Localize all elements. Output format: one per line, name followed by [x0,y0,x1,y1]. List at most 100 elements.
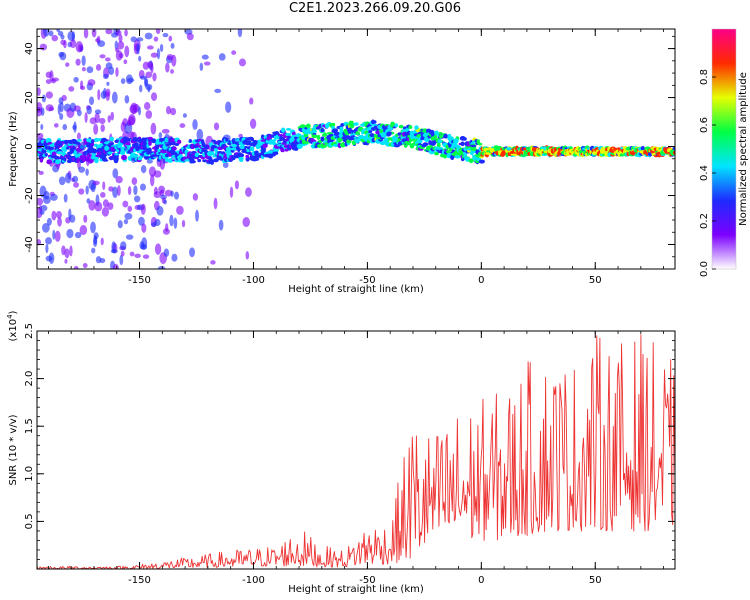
spectrogram-cell-1002 [249,146,255,152]
spectrogram-cell-876 [211,139,216,143]
spectrogram-cell-615 [147,136,154,141]
spectrogram-cell-113 [55,211,62,219]
spectrogram-cell-1153 [299,124,306,129]
spectrogram-frame [36,28,676,270]
spectrogram-cell-329 [94,137,100,142]
spectrogram-cell-1555 [437,139,443,144]
spectrogram-cell-220 [76,132,81,141]
spectrogram-cell-1969 [578,149,583,154]
spectrogram-cell-101 [54,230,61,242]
spectrogram-cell-265 [85,185,89,195]
snr-frame [36,330,676,570]
spectrogram-cell-1461 [405,140,412,146]
spectrogram-cell-1295 [349,123,355,129]
snr-plot-area [37,331,675,569]
spectrogram-cell-442 [118,52,124,59]
spectrogram-cell-294 [88,159,93,163]
snr-panel: -150 -100 -50 0 50 0.5 1.0 1.5 2.0 2.5 Height of … [6,310,676,595]
spectrogram-cell-509 [128,116,136,126]
spectrogram-cell-69 [48,30,54,37]
spectrogram-cell-174 [66,146,70,150]
spectrogram-cell-420 [112,168,119,179]
spectrogram-cell-662 [158,132,163,139]
spectrogram-cell-617 [149,174,155,187]
spectrogram-cell-121 [59,113,64,120]
spectrogram-cell-630 [151,92,158,101]
spectrogram-cell-946 [230,147,238,151]
spectrogram-cell-228 [75,141,81,146]
spectrogram-cell-884 [214,88,222,93]
spectrogram-blobs [37,29,675,269]
spectrogram-cell-155 [64,258,68,264]
spectrogram-cell-576 [141,223,147,233]
spectrogram-cell-716 [170,69,174,74]
spectrogram-xtick-label-2: -50 [359,275,375,286]
spectrogram-cell-828 [199,62,204,71]
spectrogram-cell-1650 [469,151,474,155]
spectrogram-cell-92 [51,210,57,221]
spectrogram-cell-452 [120,250,125,257]
spectrogram-cell-275 [86,105,92,115]
spectrogram-cell-1099 [281,127,286,133]
spectrogram-cell-367 [101,207,110,217]
spectrogram-cell-682 [161,128,170,134]
spectrogram-cell-152 [63,149,67,152]
spectrogram-cell-233 [78,166,86,173]
colorbar-tick-label-1: 0.2 [699,213,710,229]
spectrogram-cell-1571 [443,133,448,139]
spectrogram-cell-816 [195,143,200,147]
spectrogram-cell-211 [74,231,82,239]
spectrogram-cell-466 [123,59,128,65]
spectrogram-cell-135 [58,176,66,186]
spectrogram-cell-785 [185,149,189,153]
spectrogram-cell-11 [38,170,44,175]
spectrogram-cell-930 [228,139,232,146]
spectrogram-cell-542 [135,37,144,42]
snr-xlabel: Height of straight line (km) [288,584,424,595]
spectrogram-cell-342 [97,40,106,48]
spectrogram-cell-990 [247,140,252,144]
spectrogram-cell-166 [65,172,72,184]
spectrogram-cell-345 [99,54,106,59]
snr-multiplier-exp: 4 [6,314,14,319]
spectrogram-cell-1372 [375,130,380,135]
colorbar-tick-label-2: 0.4 [699,165,710,181]
spectrogram-cell-1271 [339,142,346,148]
spectrogram-cell-70 [45,91,53,99]
spectrogram-cell-470 [121,154,128,161]
snr-ytick-label-4: 2.5 [24,323,35,339]
spectrogram-cell-477 [124,29,128,37]
spectrogram-cell-594 [145,110,153,119]
spectrogram-cell-866 [210,152,215,156]
colorbar-axes: 0.0 0.2 0.4 0.6 0.8 [699,69,716,277]
spectrogram-cell-351 [99,155,103,159]
spectrogram-cell-119 [55,159,61,165]
spectrogram-cell-1675 [477,142,483,146]
spectrogram-cell-1188 [311,134,318,139]
spectrogram-cell-947 [234,180,240,190]
spectrogram-cell-905 [222,161,229,169]
spectrogram-cell-1569 [443,153,448,159]
spectrogram-cell-1351 [368,130,373,134]
spectrogram-cell-246 [81,66,86,72]
snr-ytick-label-0: 0.5 [24,513,35,529]
spectrogram-cell-286 [88,200,96,211]
spectrogram-cell-254 [82,263,88,269]
spectrogram-cell-190 [69,214,76,223]
spectrogram-cell-968 [238,58,247,67]
spectrogram-cell-575 [141,237,148,250]
spectrogram-cell-933 [231,50,237,55]
colorbar-label: Normalized spectral amplitude [738,72,749,226]
spectrogram-cell-1440 [398,141,403,146]
spectrogram-cell-1072 [273,148,279,153]
spectrogram-cell-713 [167,158,174,163]
spectrogram-cell-98 [51,151,57,156]
spectrogram-cell-1044 [262,143,268,149]
spectrogram-cell-429 [115,175,123,184]
spectrogram-cell-596 [145,71,153,79]
spectrogram-cell-199 [73,182,79,188]
spectrogram-cell-99 [51,77,60,82]
spectrogram-cell-765 [181,219,186,228]
spectrogram-cell-476 [123,218,129,225]
spectrogram-cell-650 [155,29,161,35]
